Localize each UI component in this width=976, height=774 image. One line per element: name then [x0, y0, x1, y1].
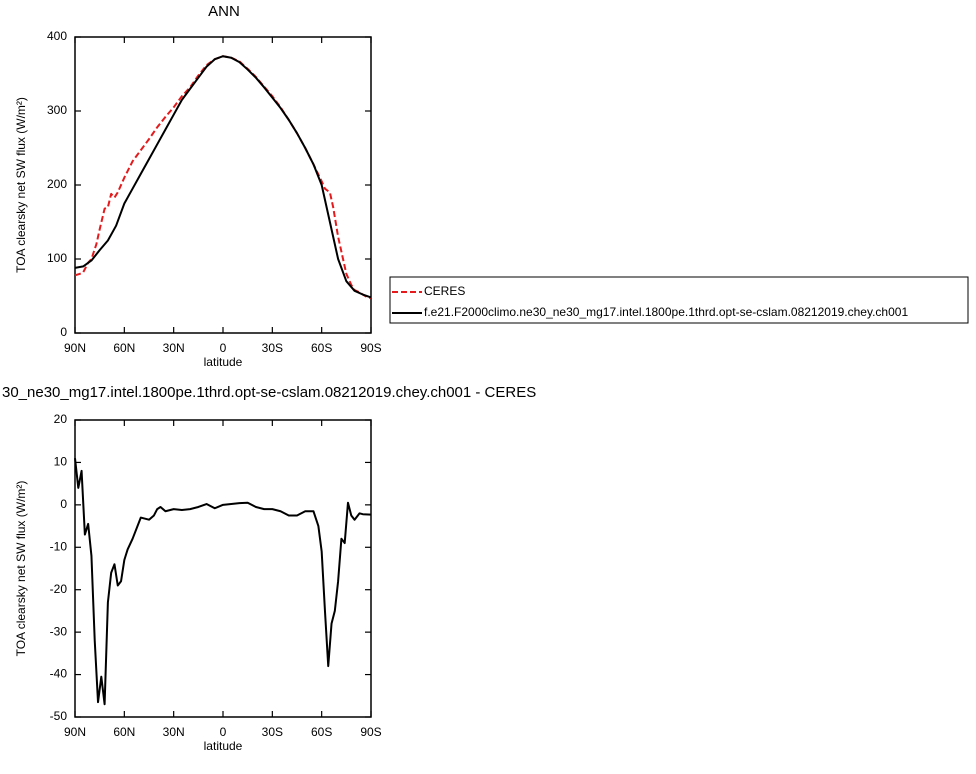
data-line	[74, 55, 372, 299]
y-tick-label: 400	[47, 29, 67, 43]
data-line	[74, 458, 372, 706]
x-tick-label: 60S	[311, 341, 332, 355]
y-tick-label: -40	[50, 667, 68, 681]
x-tick-label: 90N	[64, 725, 86, 739]
x-tick-label: 30N	[163, 725, 185, 739]
y-tick-label: -20	[50, 582, 68, 596]
y-tick-label: 20	[54, 412, 68, 426]
chart-title: ANN	[208, 3, 240, 20]
x-tick-label: 60S	[311, 725, 332, 739]
y-tick-label: 0	[60, 497, 67, 511]
chart-title: 30_ne30_mg17.intel.1800pe.1thrd.opt-se-c…	[2, 384, 536, 401]
x-tick-label: 0	[220, 725, 227, 739]
y-tick-label: -10	[50, 539, 68, 553]
x-tick-label: 60N	[113, 725, 135, 739]
x-tick-label: 90S	[360, 341, 381, 355]
x-tick-label: 30S	[262, 725, 283, 739]
x-tick-label: 90S	[360, 725, 381, 739]
x-tick-label: 90N	[64, 341, 86, 355]
y-tick-label: 10	[54, 455, 68, 469]
x-axis-label: latitude	[204, 739, 243, 753]
legend-label: f.e21.F2000climo.ne30_ne30_mg17.intel.18…	[424, 305, 908, 319]
legend-label: CERES	[424, 284, 465, 298]
x-tick-label: 30N	[163, 341, 185, 355]
plot-frame	[74, 419, 372, 718]
y-tick-label: 300	[47, 103, 67, 117]
data-line	[74, 55, 372, 300]
x-tick-label: 30S	[262, 341, 283, 355]
legend-box	[389, 276, 969, 324]
y-tick-label: 0	[60, 325, 67, 339]
y-tick-label: -50	[50, 709, 68, 723]
y-tick-label: -30	[50, 624, 68, 638]
x-tick-label: 0	[220, 341, 227, 355]
y-axis-label: TOA clearsky net SW flux (W/m²)	[14, 481, 28, 657]
y-tick-label: 200	[47, 177, 67, 191]
plot-frame	[74, 36, 372, 334]
x-axis-label: latitude	[204, 355, 243, 369]
y-axis-label: TOA clearsky net SW flux (W/m²)	[14, 97, 28, 273]
y-tick-label: 100	[47, 251, 67, 265]
x-tick-label: 60N	[113, 341, 135, 355]
